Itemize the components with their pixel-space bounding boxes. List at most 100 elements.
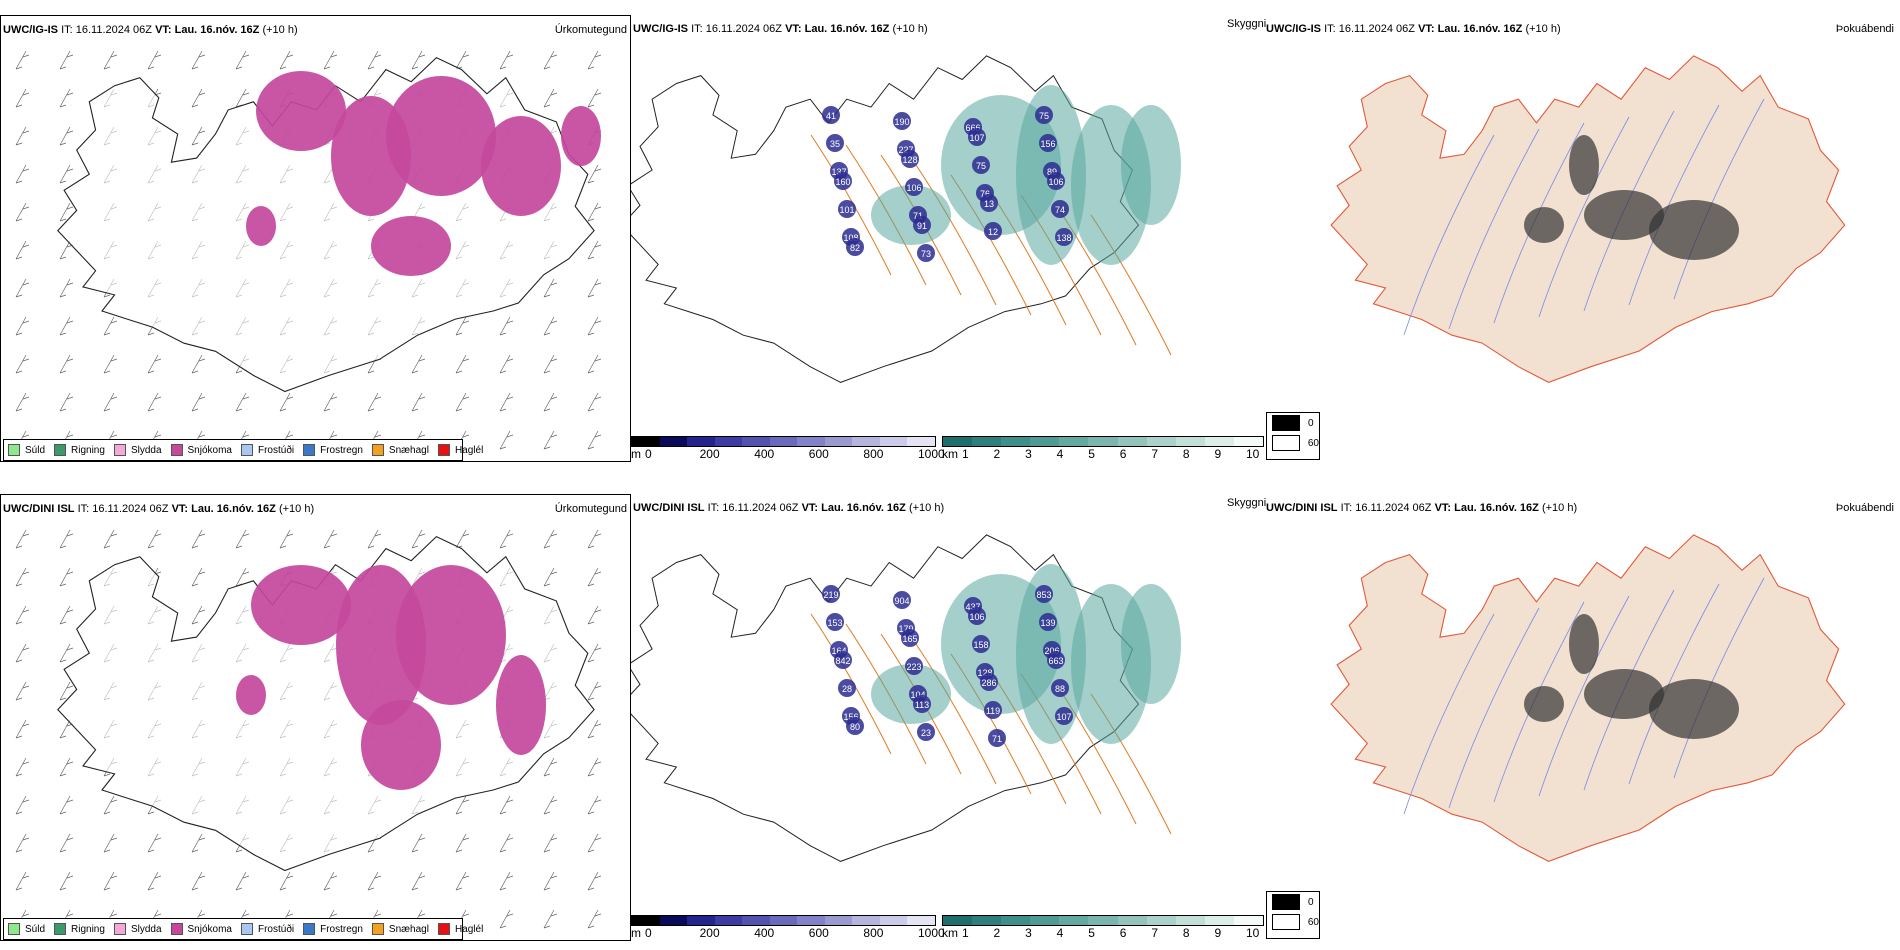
- cloud-panel-row1: 41 190 666 75 35 227 107 156 137 128 75 89 160 106 76 1…: [631, 15, 1271, 462]
- snow-area: [236, 675, 266, 715]
- fog-legend-item: 60: [1267, 912, 1319, 932]
- colorbar-unit: m: [631, 926, 641, 940]
- legend-label: Súld: [25, 923, 46, 935]
- legend-label: Snæhagl: [388, 444, 429, 456]
- panel-type-label: Úrkomutegund: [554, 503, 627, 515]
- colorbar-cell: [659, 916, 688, 925]
- cloud-base-patch: [1051, 200, 1069, 218]
- cloud-base-label: 137: [831, 167, 846, 177]
- cloud-base-patch: [893, 112, 911, 130]
- fog-legend-item: 60: [1267, 433, 1319, 453]
- cloud-base-patch: [822, 106, 840, 124]
- cloud-base-label: 73: [921, 249, 931, 259]
- precip-legend-item: Haglél: [437, 923, 483, 935]
- wind-barb: [543, 50, 558, 70]
- wind-barb: [367, 392, 382, 412]
- wind-barb: [455, 529, 470, 549]
- wind-barb: [15, 529, 30, 549]
- cloud-base-label: 41: [826, 111, 836, 121]
- cloud-base-patch: [838, 200, 856, 218]
- colorbar-cell: [742, 437, 770, 446]
- river-line: [1538, 116, 1630, 318]
- cloud-base-label: 437: [965, 602, 980, 612]
- cloud-base-label: 13: [984, 199, 994, 209]
- cloud-base-patch: [917, 723, 935, 741]
- wind-barb: [15, 605, 30, 625]
- cloud-base-label: 82: [850, 243, 860, 253]
- colorbar-cell: [943, 437, 973, 446]
- snow-area: [396, 565, 506, 705]
- wind-barb: [587, 681, 602, 701]
- cloud-base-label: 223: [906, 662, 921, 672]
- colorbar-cell: [714, 916, 743, 925]
- cloud-base-patch: [1039, 134, 1057, 152]
- cloud-base-patch: [988, 729, 1006, 747]
- precip-panel-row1: UWC/IG-IS IT: 16.11.2024 06Z VT: Lau. 16…: [0, 15, 631, 462]
- wind-barb: [543, 88, 558, 108]
- snow-area: [481, 116, 561, 216]
- precip-legend-item: Snæhagl: [371, 923, 429, 935]
- wind-barb: [59, 567, 74, 587]
- colorbar-cell: [659, 437, 688, 446]
- wind-barb: [59, 795, 74, 815]
- panel-title: UWC/DINI ISL IT: 16.11.2024 06Z VT: Lau.…: [3, 503, 315, 515]
- precip-panel-row2: UWC/DINI ISL IT: 16.11.2024 06Z VT: Lau.…: [0, 494, 631, 941]
- wind-barb: [587, 50, 602, 70]
- cloud-base-label: 160: [835, 177, 850, 187]
- cloud-base-label: 76: [980, 189, 990, 199]
- colorbar-tick: 6: [1119, 447, 1127, 461]
- cloud-base-label: 101: [839, 205, 854, 215]
- colorbar-cell: [907, 916, 936, 925]
- wind-barb: [59, 126, 74, 146]
- wind-barb: [499, 392, 514, 412]
- wind-barb: [587, 88, 602, 108]
- fog-legend-row1: 0 60: [1266, 412, 1320, 460]
- wind-barb: [455, 316, 470, 336]
- wind-barb: [235, 392, 250, 412]
- wind-barb: [15, 240, 30, 260]
- cloud-base-label: 190: [894, 117, 909, 127]
- precip-legend-item: Frostúði: [240, 923, 294, 935]
- wind-barb: [103, 833, 118, 853]
- wind-barb: [15, 757, 30, 777]
- wind-barb: [15, 871, 30, 891]
- legend-swatch: [437, 444, 450, 456]
- wind-barb: [411, 871, 426, 891]
- wind-barb: [235, 50, 250, 70]
- visibility-colorbar-row2: km 1 2 3 4 5 6 7 8 9 10: [942, 915, 1264, 940]
- wind-barb: [103, 871, 118, 891]
- wind-barb: [587, 909, 602, 929]
- cloud-base-patch: [972, 635, 990, 653]
- legend-swatch: [113, 444, 126, 456]
- colorbar-cell: [824, 916, 853, 925]
- panel-title: UWC/DINI ISL IT: 16.11.2024 06Z VT: Lau.…: [633, 502, 945, 514]
- precip-legend-item: Slydda: [113, 444, 162, 456]
- wind-barb: [235, 871, 250, 891]
- fog-panel-row2: UWC/DINI ISL IT: 16.11.2024 06Z VT: Lau.…: [1264, 494, 1900, 941]
- colorbar-tick: 0: [645, 926, 652, 940]
- cloud-base-label: 12: [988, 227, 998, 237]
- snow-area: [251, 565, 351, 645]
- legend-label: 60: [1307, 916, 1319, 928]
- cloud-base-label: 227: [898, 145, 913, 155]
- wind-barb: [15, 88, 30, 108]
- wind-barb: [367, 529, 382, 549]
- panel-title: UWC/IG-IS IT: 16.11.2024 06Z VT: Lau. 16…: [1266, 23, 1561, 35]
- colorbar-tick: 200: [699, 447, 720, 461]
- colorbar-cell: [824, 437, 853, 446]
- wind-barb: [543, 316, 558, 336]
- panel-title: UWC/IG-IS IT: 16.11.2024 06Z VT: Lau. 16…: [3, 24, 298, 36]
- wind-barb: [279, 392, 294, 412]
- cloud-base-patch: [984, 222, 1002, 240]
- cloud-base-label: 165: [902, 634, 917, 644]
- colorbar-tick: 400: [754, 926, 775, 940]
- cloud-base-label: 139: [1040, 618, 1055, 628]
- wind-barb: [587, 164, 602, 184]
- colorbar-tick: 5: [1088, 447, 1095, 461]
- fog-area: [1569, 614, 1599, 674]
- wind-barb: [411, 354, 426, 374]
- cloud-base-patch: [905, 657, 923, 675]
- cloud-base-label: 75: [1039, 111, 1049, 121]
- wind-barb: [587, 605, 602, 625]
- wind-barb: [279, 50, 294, 70]
